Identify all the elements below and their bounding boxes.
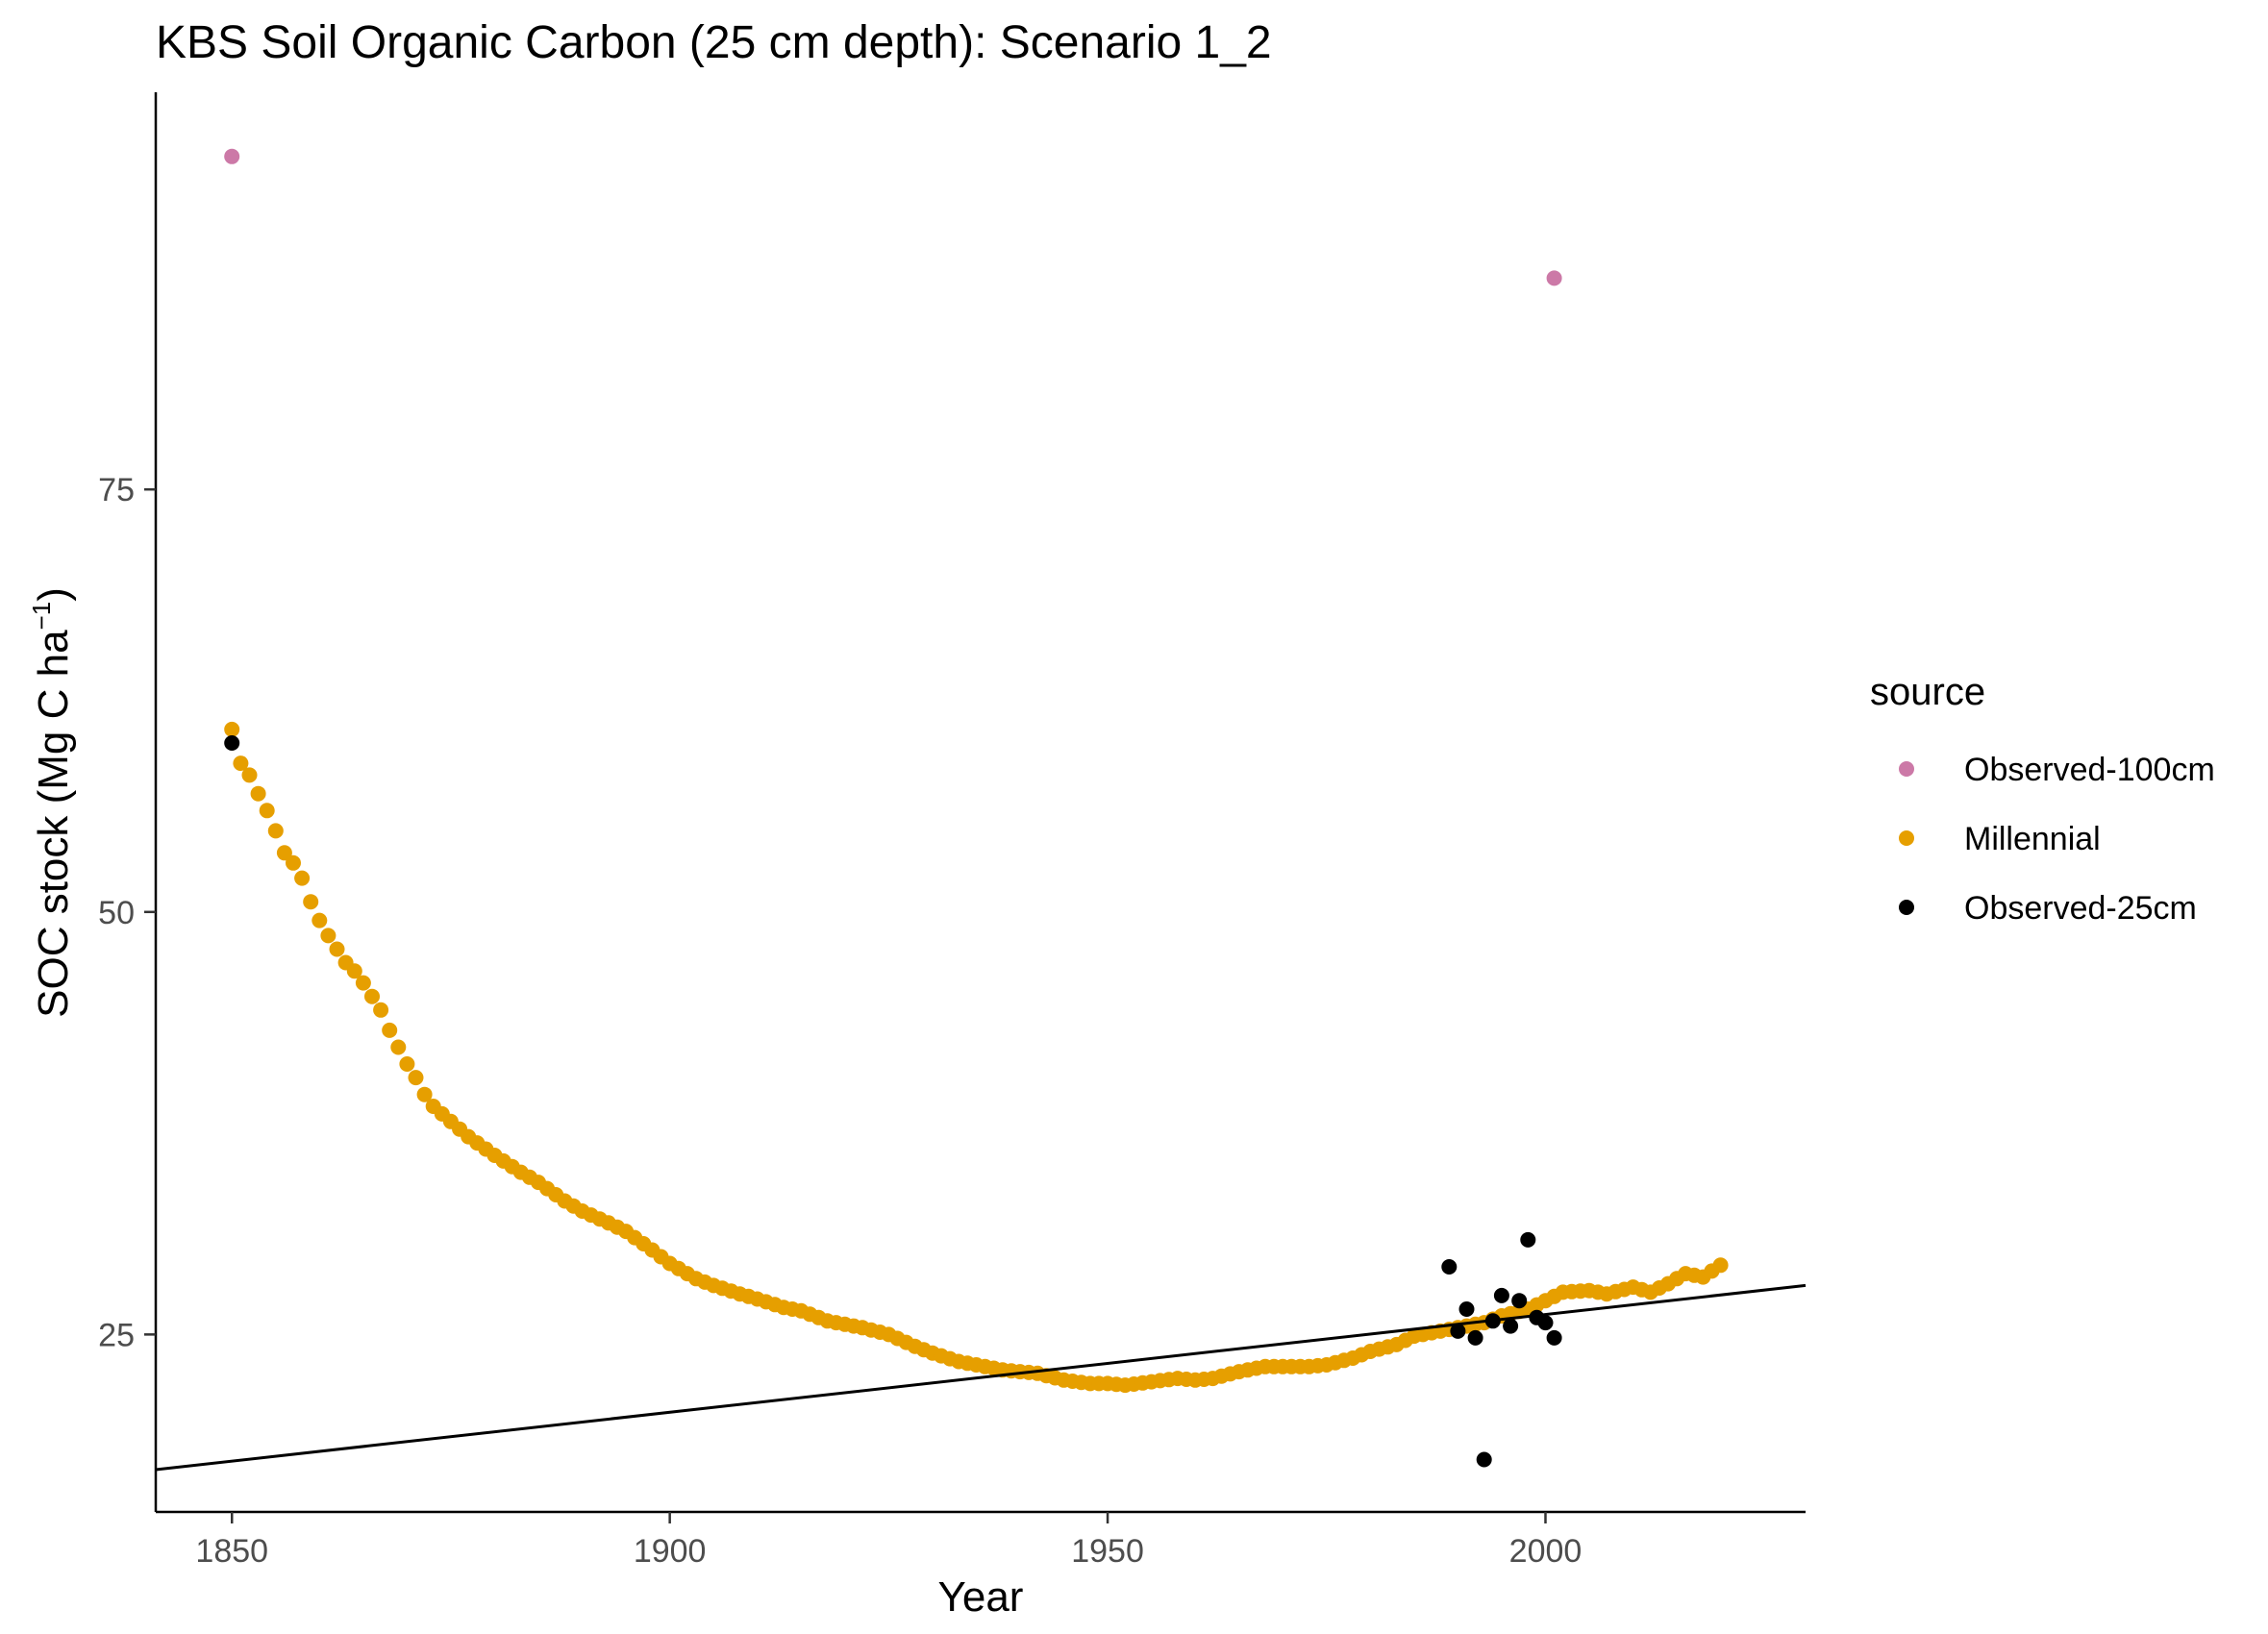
point-millennial	[276, 845, 292, 861]
point-millennial	[233, 755, 249, 772]
point-millennial	[267, 823, 284, 839]
point-observed-25cm	[1441, 1259, 1458, 1275]
point-millennial	[241, 767, 258, 783]
series-millennial	[224, 721, 1729, 1394]
legend: source Observed-100cmMillennialObserved-…	[1870, 671, 2215, 927]
point-millennial	[250, 785, 266, 802]
point-observed-25cm	[224, 735, 240, 751]
point-millennial	[390, 1039, 407, 1055]
point-observed-25cm	[1467, 1329, 1483, 1346]
series-observed-100cm	[224, 148, 1562, 286]
legend-key	[1899, 900, 1914, 915]
point-millennial	[382, 1022, 398, 1038]
y-axis-title: SOC stock (Mg C ha−1)	[27, 587, 77, 1018]
point-observed-25cm	[1537, 1315, 1554, 1331]
y-axis-ticks: 25 50 75	[98, 472, 156, 1353]
y-axis-title-close: )	[30, 587, 77, 602]
point-millennial	[346, 963, 362, 979]
point-observed-25cm	[1493, 1287, 1509, 1303]
series-observed-25cm	[224, 735, 1562, 1468]
trend-line	[155, 1283, 1807, 1472]
x-tick-label: 1950	[1071, 1533, 1144, 1570]
point-millennial	[373, 1002, 389, 1018]
point-millennial	[399, 1056, 415, 1072]
legend-title: source	[1870, 671, 1985, 713]
legend-label: Observed-100cm	[1964, 752, 2215, 788]
x-tick-label: 2000	[1509, 1533, 1583, 1570]
point-observed-25cm	[1511, 1293, 1528, 1309]
legend-items: Observed-100cm Millennial Observed-25cm	[1899, 752, 2215, 927]
y-axis-title-main: SOC stock (Mg C ha	[30, 630, 77, 1018]
point-millennial	[355, 975, 371, 991]
point-millennial	[320, 928, 336, 944]
legend-label: Millennial	[1964, 821, 2101, 857]
svg-text:SOC stock (Mg C ha−1): SOC stock (Mg C ha−1)	[27, 587, 77, 1018]
y-tick-label: 50	[98, 895, 135, 931]
point-millennial	[303, 894, 319, 910]
legend-label: Observed-25cm	[1964, 890, 2197, 927]
point-observed-25cm	[1546, 1329, 1562, 1346]
legend-key	[1899, 761, 1914, 777]
point-millennial	[329, 941, 345, 957]
point-millennial	[1712, 1257, 1729, 1274]
point-observed-25cm	[1503, 1318, 1519, 1334]
point-millennial	[312, 912, 328, 928]
point-millennial	[224, 721, 240, 737]
point-observed-25cm	[1476, 1451, 1492, 1468]
legend-key	[1899, 830, 1914, 846]
point-millennial	[408, 1070, 424, 1086]
x-axis-ticks: 1850 1900 1950 2000	[195, 1512, 1582, 1570]
chart-title: KBS Soil Organic Carbon (25 cm depth): S…	[156, 17, 1272, 68]
x-tick-label: 1850	[195, 1533, 268, 1570]
point-observed-25cm	[1450, 1323, 1466, 1339]
point-millennial	[286, 854, 301, 871]
point-millennial	[259, 803, 275, 819]
y-tick-label: 25	[98, 1317, 135, 1353]
point-millennial	[364, 988, 380, 1004]
point-observed-100cm	[224, 148, 240, 164]
point-millennial	[416, 1086, 433, 1102]
y-axis-title-sup: −1	[27, 602, 56, 631]
point-observed-25cm	[1520, 1231, 1536, 1248]
x-tick-label: 1900	[634, 1533, 707, 1570]
point-observed-100cm	[1546, 270, 1562, 286]
point-observed-25cm	[1458, 1301, 1475, 1317]
x-axis-title: Year	[938, 1573, 1024, 1621]
y-tick-label: 75	[98, 472, 135, 508]
point-millennial	[294, 870, 311, 886]
